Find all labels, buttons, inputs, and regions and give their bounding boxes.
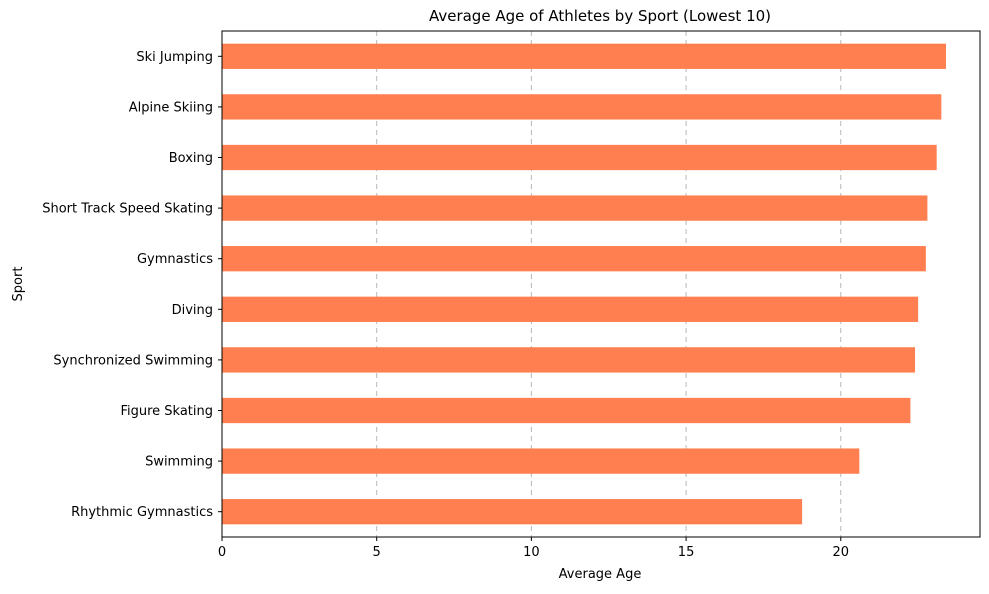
y-tick-label: Gymnastics (137, 252, 213, 267)
bar (222, 246, 926, 272)
x-tick-label: 0 (218, 545, 226, 560)
axes (218, 30, 981, 541)
x-tick-label: 10 (523, 545, 540, 560)
bar (222, 347, 916, 373)
tick-labels: Ski Jumping Alpine Skiing Boxing Short Trac… (42, 50, 849, 560)
bar (222, 144, 937, 171)
y-tick-label: Diving (172, 303, 213, 318)
y-tick-label: Figure Skating (120, 404, 213, 419)
y-tick-label: Synchronized Swimming (53, 353, 213, 368)
y-axis-label: Sport (11, 267, 26, 302)
y-tick-label: Short Track Speed Skating (42, 202, 213, 217)
y-tick-label: Swimming (145, 455, 213, 470)
bars (222, 43, 946, 525)
bar (222, 43, 946, 69)
plot-frame (221, 30, 981, 538)
x-tick-label: 5 (373, 545, 381, 560)
y-tick-label: Ski Jumping (136, 50, 213, 65)
bar (222, 397, 911, 424)
bar (222, 94, 942, 120)
x-tick-label: 20 (833, 545, 850, 560)
bar (222, 296, 919, 322)
bar (222, 499, 803, 525)
x-tick-label: 15 (678, 545, 695, 560)
x-axis-label: Average Age (559, 567, 642, 582)
y-tick-label: Rhythmic Gymnastics (71, 505, 213, 520)
y-tick-label: Boxing (169, 151, 213, 166)
chart-title: Average Age of Athletes by Sport (Lowest… (429, 7, 771, 25)
bar (222, 448, 860, 474)
y-tick-label: Alpine Skiing (129, 100, 213, 115)
bar (222, 195, 928, 221)
